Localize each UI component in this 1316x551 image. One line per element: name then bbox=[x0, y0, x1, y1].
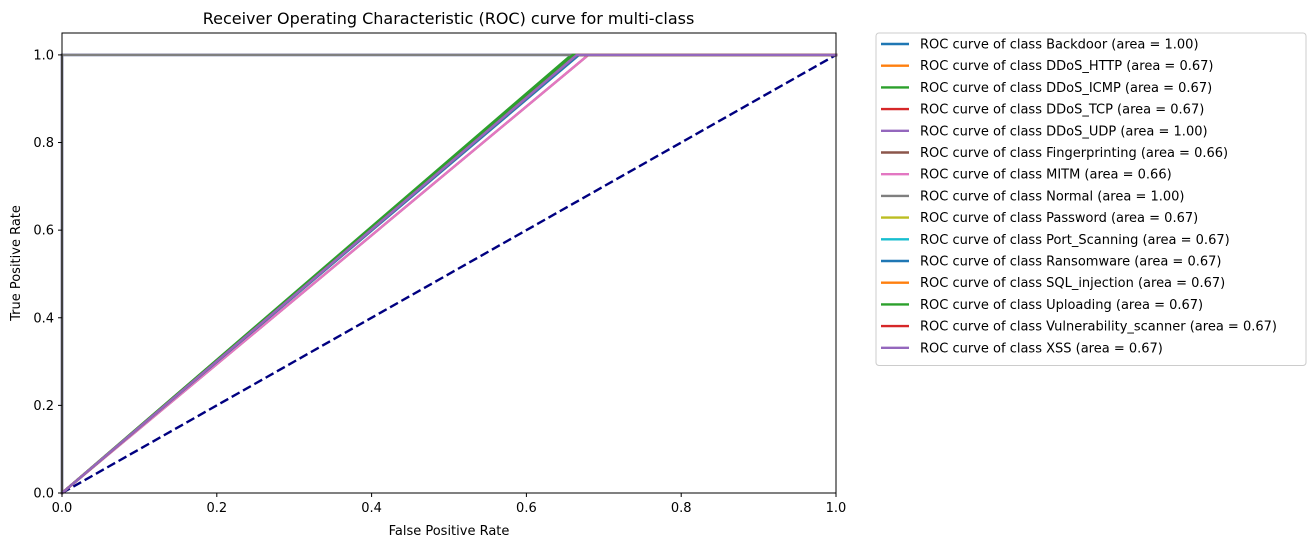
x-tick-label-1: 0.2 bbox=[206, 501, 227, 516]
y-tick-label-3: 0.6 bbox=[33, 224, 54, 239]
x-axis-label: False Positive Rate bbox=[389, 524, 510, 539]
legend-label-7: ROC curve of class Normal (area = 1.00) bbox=[920, 189, 1185, 204]
x-tick-label-2: 0.4 bbox=[361, 501, 382, 516]
legend-label-2: ROC curve of class DDoS_ICMP (area = 0.6… bbox=[920, 81, 1212, 96]
series-line-14 bbox=[60, 53, 838, 495]
x-tick-label-3: 0.6 bbox=[516, 501, 537, 516]
legend-label-8: ROC curve of class Password (area = 0.67… bbox=[920, 211, 1198, 226]
chart-title: Receiver Operating Characteristic (ROC) … bbox=[203, 9, 695, 28]
x-tick-label-4: 0.8 bbox=[671, 501, 692, 516]
legend-label-3: ROC curve of class DDoS_TCP (area = 0.67… bbox=[920, 103, 1204, 118]
y-tick-label-5: 1.0 bbox=[33, 48, 54, 63]
legend-label-10: ROC curve of class Ransomware (area = 0.… bbox=[920, 255, 1221, 270]
legend-label-14: ROC curve of class XSS (area = 0.67) bbox=[920, 341, 1163, 356]
legend-label-11: ROC curve of class SQL_injection (area =… bbox=[920, 276, 1225, 291]
legend-label-9: ROC curve of class Port_Scanning (area =… bbox=[920, 233, 1230, 248]
x-tick-label-0: 0.0 bbox=[52, 501, 73, 516]
legend-label-6: ROC curve of class MITM (area = 0.66) bbox=[920, 168, 1172, 183]
plot-lines bbox=[60, 53, 838, 495]
legend-label-13: ROC curve of class Vulnerability_scanner… bbox=[920, 320, 1277, 335]
x-tick-label-5: 1.0 bbox=[826, 501, 847, 516]
legend-label-0: ROC curve of class Backdoor (area = 1.00… bbox=[920, 38, 1199, 53]
y-tick-label-0: 0.0 bbox=[33, 487, 54, 502]
legend-box bbox=[875, 32, 1307, 366]
legend-label-12: ROC curve of class Uploading (area = 0.6… bbox=[920, 298, 1203, 313]
reference-diagonal-line bbox=[61, 53, 837, 495]
legend-label-4: ROC curve of class DDoS_UDP (area = 1.00… bbox=[920, 124, 1208, 139]
y-tick-label-2: 0.4 bbox=[33, 311, 54, 326]
y-axis-label: True Positive Rate bbox=[9, 205, 24, 322]
y-tick-label-4: 0.8 bbox=[33, 136, 54, 151]
plot-frame bbox=[61, 32, 837, 494]
x-axis-ticks: 0.0 0.2 0.4 0.6 0.8 1.0 bbox=[52, 493, 847, 516]
legend-label-1: ROC curve of class DDoS_HTTP (area = 0.6… bbox=[920, 59, 1213, 74]
legend: ROC curve of class Backdoor (area = 1.00… bbox=[875, 32, 1307, 366]
y-axis-ticks: 0.0 0.2 0.4 0.6 0.8 1.0 bbox=[33, 48, 62, 502]
legend-label-5: ROC curve of class Fingerprinting (area … bbox=[920, 146, 1228, 161]
y-tick-label-1: 0.2 bbox=[33, 399, 54, 414]
